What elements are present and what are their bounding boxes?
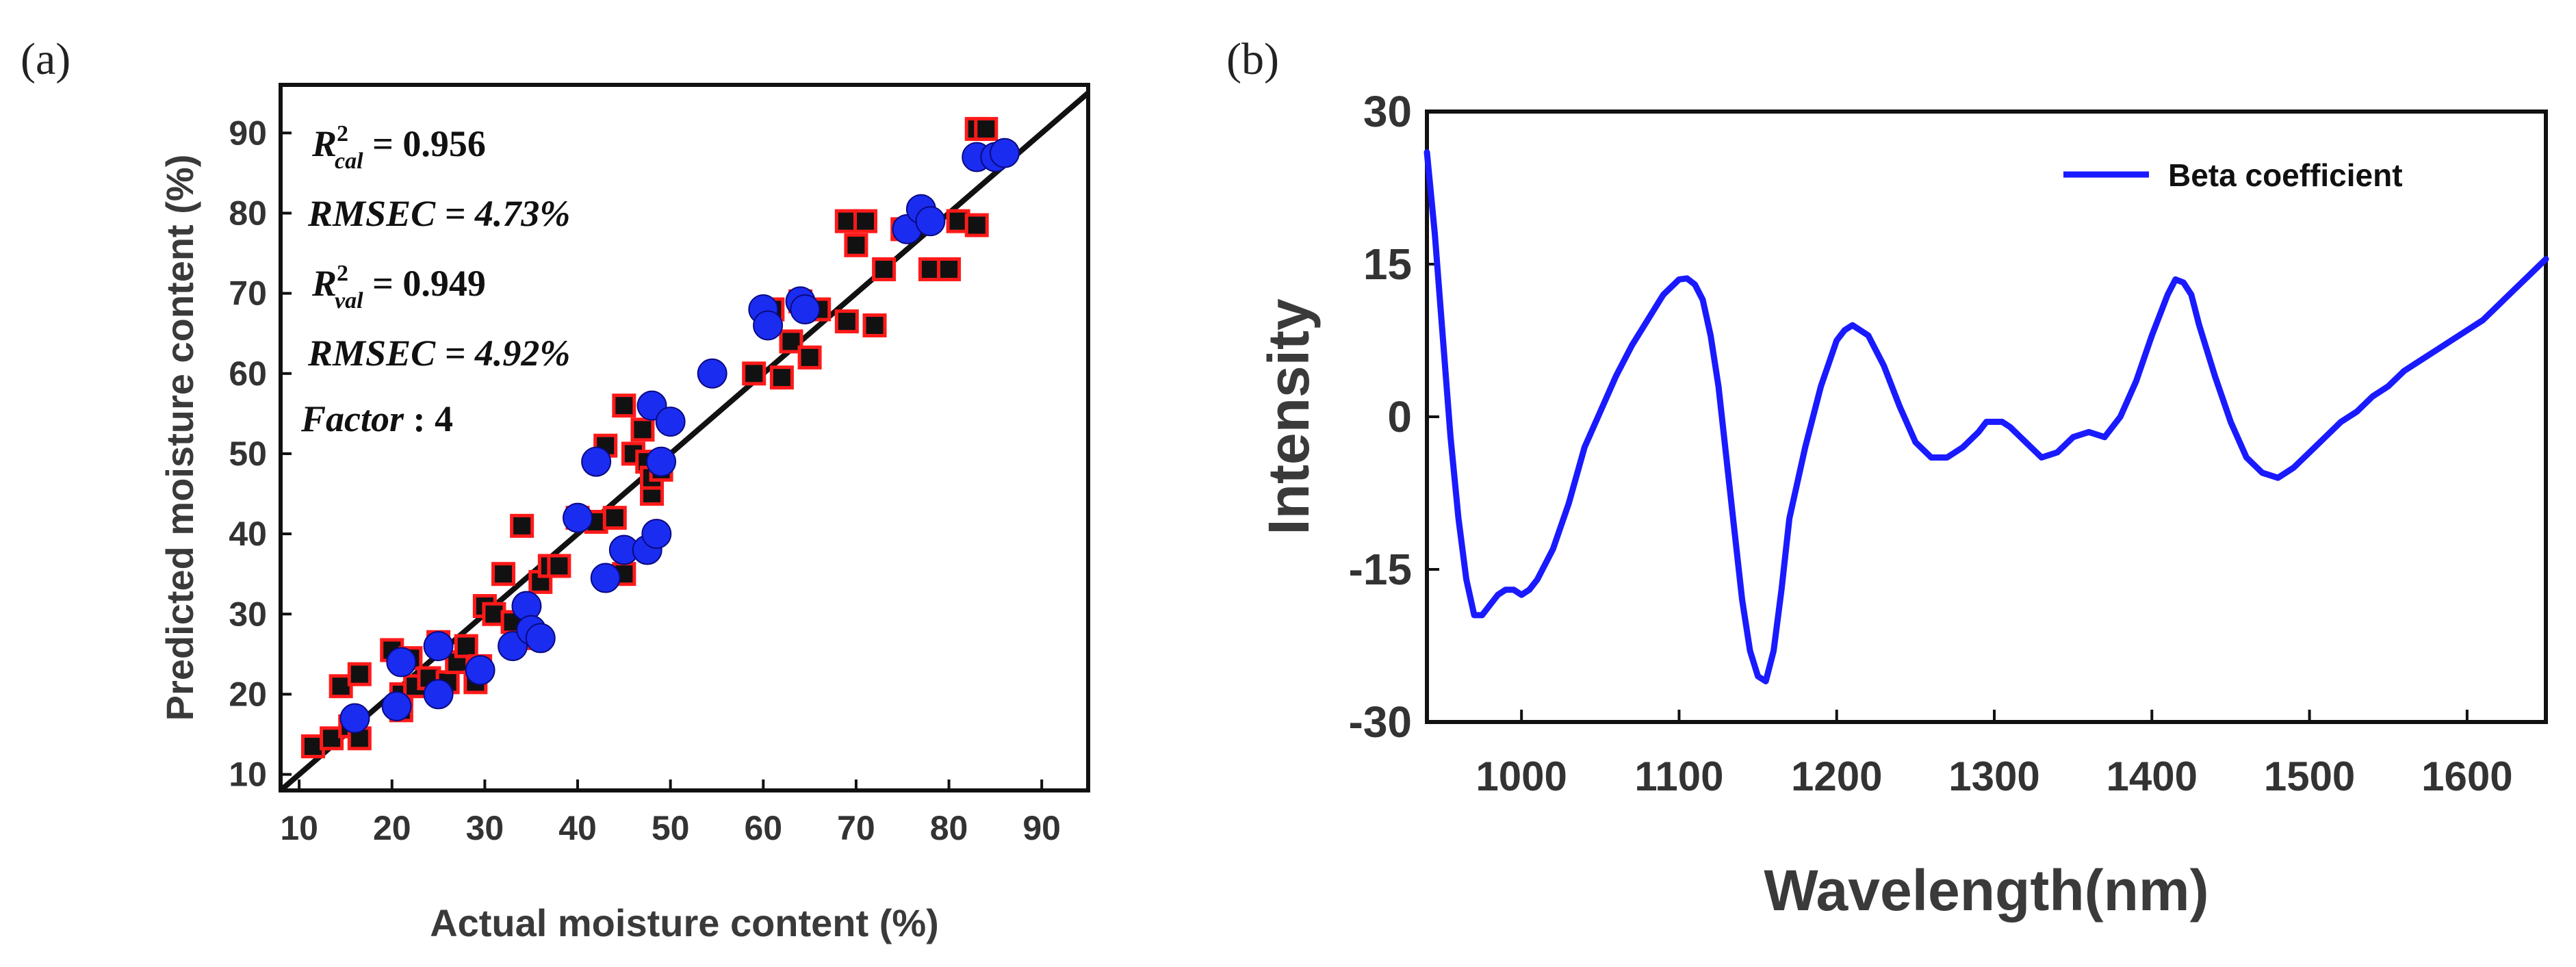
- scatter-y-tick-label: 50: [229, 435, 267, 473]
- scatter-y-tick-label: 20: [229, 675, 267, 713]
- line-y-axis-title: Intensity: [1257, 298, 1321, 535]
- line-x-tick-label: 1100: [1634, 753, 1723, 799]
- scatter-x-tick-label: 60: [744, 809, 782, 847]
- scatter-y-ticks: 10 20 30 40 50 60 70 80 90: [229, 114, 292, 794]
- validation-point: [641, 519, 672, 550]
- validation-point: [525, 623, 556, 654]
- validation-point: [465, 655, 495, 686]
- line-x-axis-title: Wavelength(nm): [1764, 858, 2208, 923]
- fit-line: [279, 90, 1090, 793]
- calibration-point: [547, 554, 571, 578]
- line-x-tick-label: 1300: [1948, 753, 2039, 799]
- calibration-point: [630, 417, 655, 442]
- annotation-factor: Factor : 4: [300, 398, 453, 439]
- scatter-y-tick-label: 70: [229, 274, 267, 313]
- validation-point: [423, 679, 454, 710]
- line-y-tick-label: 15: [1363, 240, 1412, 289]
- calibration-point: [769, 365, 794, 390]
- scatter-y-tick-label: 30: [229, 595, 267, 633]
- line-x-tick-label: 1400: [2107, 753, 2198, 799]
- line-x-tick-label: 1600: [2421, 753, 2512, 799]
- line-y-tick-label: 30: [1363, 87, 1412, 136]
- calibration-point: [347, 662, 372, 686]
- validation-point: [989, 138, 1020, 168]
- legend-label: Beta coefficient: [2168, 157, 2403, 193]
- line-plot-panel: 1000 1100 1200 1300 1400 1500 1600 30 15 0 -15 -30…: [1257, 87, 2549, 923]
- scatter-y-tick-label: 40: [229, 515, 267, 553]
- calibration-point: [844, 233, 868, 257]
- scatter-y-tick-label: 80: [229, 194, 267, 232]
- scatter-points: [300, 116, 1020, 759]
- line-y-tick-label: -30: [1349, 697, 1413, 747]
- scatter-x-tick-label: 30: [466, 809, 504, 847]
- validation-point: [423, 631, 454, 662]
- calibration-point: [853, 209, 877, 233]
- line-x-tick-label: 1200: [1791, 753, 1882, 799]
- scatter-x-tick-label: 20: [373, 809, 411, 847]
- line-y-ticks: 30 15 0 -15 -30: [1349, 87, 1439, 747]
- line-x-tick-label: 1500: [2264, 753, 2355, 799]
- validation-point: [697, 358, 727, 389]
- calibration-point: [510, 513, 534, 538]
- line-x-tick-label: 1000: [1476, 753, 1567, 799]
- line-y-tick-label: 0: [1387, 392, 1412, 441]
- validation-point: [581, 446, 612, 477]
- scatter-x-tick-label: 10: [280, 809, 318, 847]
- calibration-point: [872, 257, 897, 281]
- annotation-r2-val: R2 val = 0.949: [311, 261, 486, 313]
- line-x-ticks: 1000 1100 1200 1300 1400 1500 1600: [1476, 710, 2513, 799]
- annotation-r2-cal: R2 cal = 0.956: [311, 121, 486, 174]
- validation-point: [339, 703, 370, 734]
- validation-point: [381, 691, 412, 721]
- calibration-point: [862, 313, 887, 337]
- scatter-plot-panel: 10 20 30 40 50 60 70 80 90 10 20 30 40 50 60 70 80 90 R2…: [158, 83, 1090, 944]
- calibration-point: [964, 213, 989, 237]
- scatter-x-tick-label: 50: [652, 809, 690, 847]
- scatter-x-tick-label: 70: [837, 809, 875, 847]
- line-y-tick-label: -15: [1349, 545, 1413, 594]
- legend: Beta coefficient: [2063, 157, 2403, 193]
- panel-b-label: (b): [1226, 34, 1279, 84]
- calibration-point: [974, 116, 999, 141]
- calibration-point: [742, 361, 767, 386]
- validation-point: [646, 446, 677, 477]
- validation-point: [386, 647, 417, 678]
- validation-point: [790, 294, 821, 325]
- calibration-point: [612, 394, 636, 418]
- scatter-y-tick-label: 10: [229, 756, 267, 794]
- scatter-x-tick-label: 80: [930, 809, 968, 847]
- calibration-point: [454, 634, 478, 658]
- scatter-x-axis-title: Actual moisture content (%): [430, 901, 939, 944]
- calibration-point: [602, 506, 627, 530]
- validation-point: [655, 407, 686, 437]
- calibration-point: [937, 257, 962, 281]
- panel-a-label: (a): [21, 34, 70, 84]
- validation-point: [753, 310, 784, 341]
- scatter-x-tick-label: 40: [558, 809, 597, 847]
- annotation-rmsec-val: RMSEC = 4.92%: [307, 333, 570, 374]
- calibration-point: [491, 562, 516, 586]
- scatter-y-tick-label: 60: [229, 354, 267, 393]
- validation-point: [590, 563, 621, 593]
- scatter-y-axis-title: Predicted moisture content (%): [158, 155, 201, 721]
- annotation-rmsec-cal: RMSEC = 4.73%: [307, 193, 570, 234]
- validation-point: [915, 206, 946, 237]
- calibration-point: [834, 309, 859, 334]
- beta-coefficient-line: [1424, 149, 2549, 684]
- scatter-y-tick-label: 90: [229, 114, 267, 152]
- scatter-plot-frame: [279, 83, 1090, 792]
- calibration-point: [797, 345, 822, 370]
- calibration-point: [329, 674, 353, 699]
- validation-point: [563, 502, 593, 533]
- scatter-x-ticks: 10 20 30 40 50 60 70 80 90: [280, 779, 1061, 847]
- scatter-annotations: R2 cal = 0.956 RMSEC = 4.73% R2 val = 0.94…: [300, 121, 570, 439]
- scatter-x-tick-label: 90: [1022, 809, 1061, 847]
